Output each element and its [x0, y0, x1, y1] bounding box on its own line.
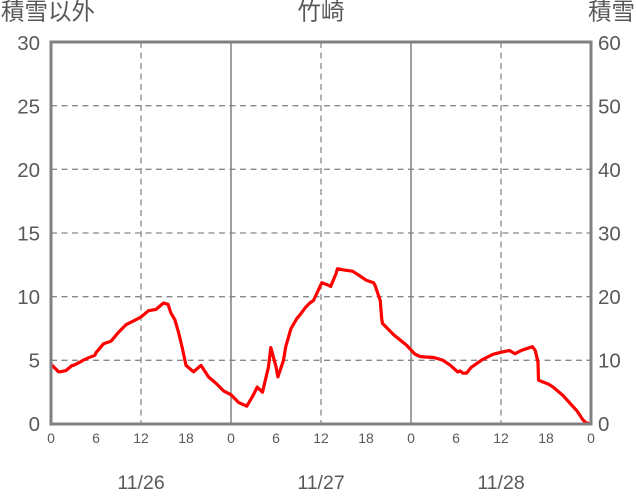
svg-text:積雪: 積雪	[588, 0, 635, 25]
svg-text:11/27: 11/27	[297, 472, 344, 494]
svg-text:10: 10	[598, 350, 621, 373]
svg-text:40: 40	[598, 159, 621, 182]
svg-text:50: 50	[598, 96, 621, 119]
svg-text:0: 0	[227, 430, 235, 446]
svg-text:15: 15	[17, 223, 40, 246]
svg-text:18: 18	[178, 430, 194, 446]
svg-text:0: 0	[598, 413, 609, 436]
svg-text:6: 6	[272, 430, 280, 446]
svg-text:20: 20	[17, 159, 40, 182]
svg-text:0: 0	[587, 430, 595, 446]
svg-text:60: 60	[598, 32, 621, 55]
svg-text:0: 0	[29, 413, 40, 436]
svg-text:6: 6	[92, 430, 100, 446]
svg-text:20: 20	[598, 286, 621, 309]
svg-text:0: 0	[407, 430, 415, 446]
svg-text:18: 18	[358, 430, 374, 446]
svg-text:5: 5	[29, 350, 40, 373]
svg-text:11/28: 11/28	[477, 472, 524, 494]
svg-text:積雪以外: 積雪以外	[1, 0, 95, 25]
svg-text:18: 18	[538, 430, 554, 446]
svg-text:6: 6	[452, 430, 460, 446]
svg-text:25: 25	[17, 96, 40, 119]
svg-text:12: 12	[133, 430, 149, 446]
svg-text:0: 0	[47, 430, 55, 446]
svg-text:30: 30	[17, 32, 40, 55]
svg-text:竹崎: 竹崎	[298, 0, 345, 25]
svg-text:12: 12	[313, 430, 329, 446]
svg-text:11/26: 11/26	[117, 472, 164, 494]
svg-text:12: 12	[493, 430, 509, 446]
svg-text:30: 30	[598, 223, 621, 246]
svg-text:10: 10	[17, 286, 40, 309]
